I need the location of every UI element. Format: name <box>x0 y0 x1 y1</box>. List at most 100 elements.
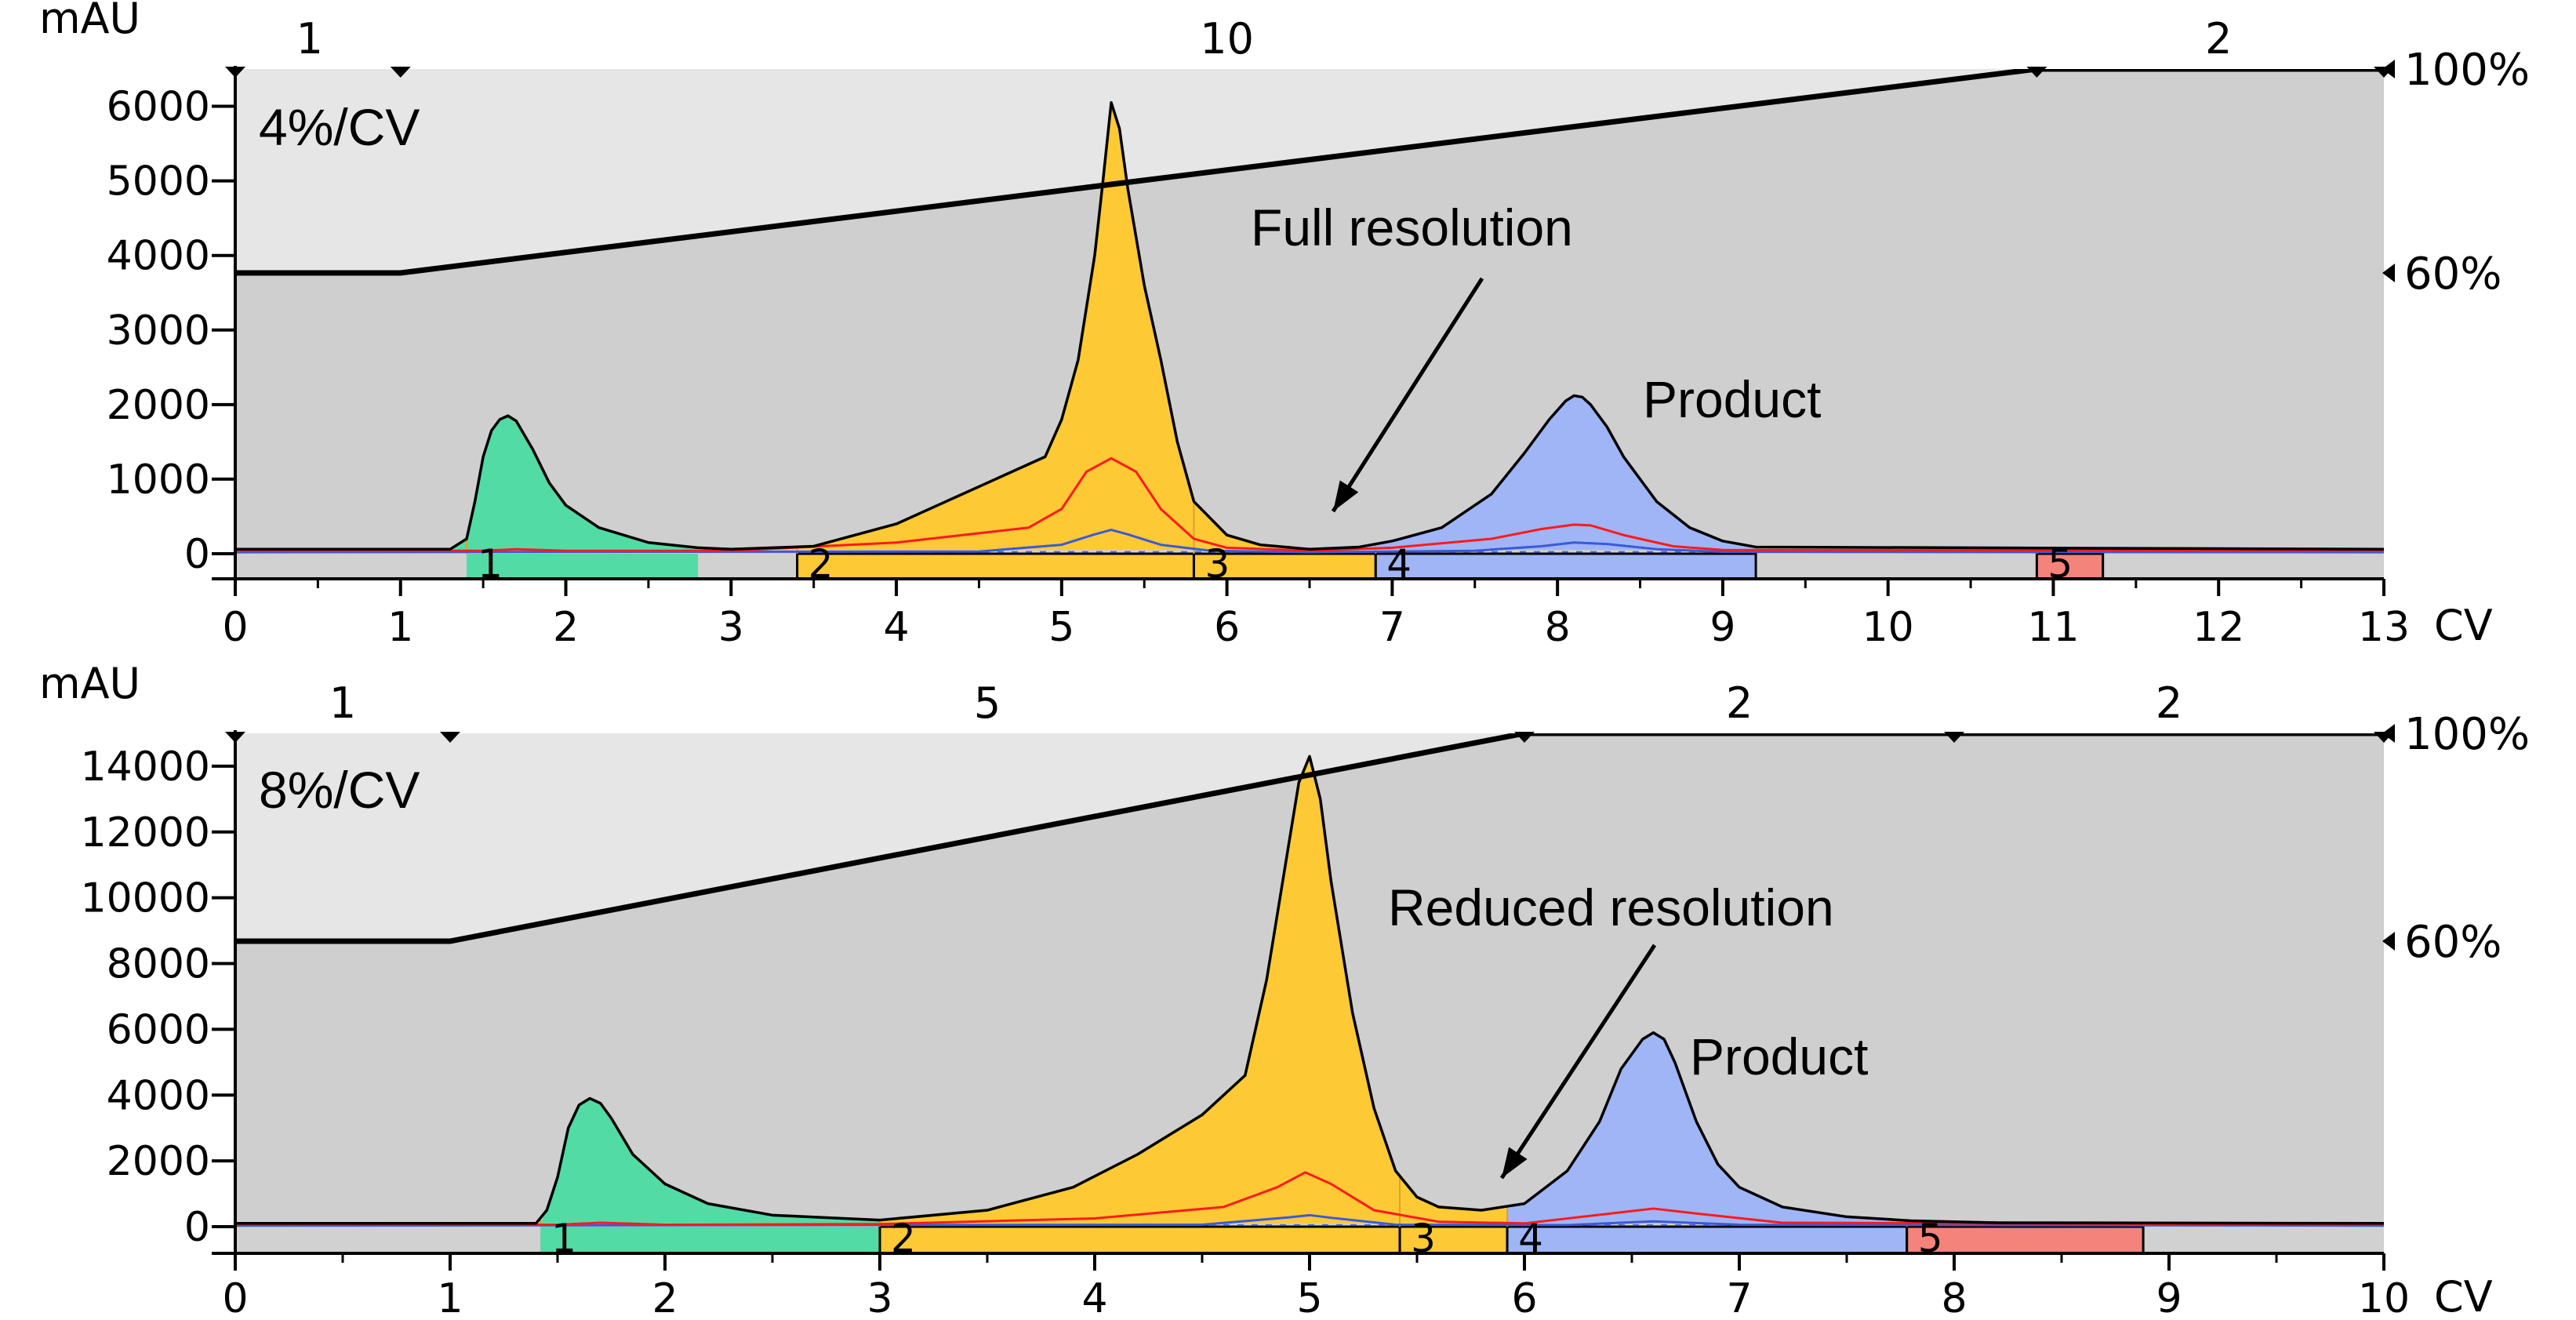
fraction-fill-1-area <box>450 416 699 551</box>
block-marker <box>390 67 411 78</box>
fraction-4 <box>1374 552 1757 579</box>
y-axis-label: mAU <box>39 0 140 43</box>
y-tick-label: 8000 <box>107 941 210 988</box>
x-tick-label: 2 <box>652 1275 678 1320</box>
y-tick-label: 6000 <box>107 1006 210 1053</box>
block-marker <box>1944 732 1964 743</box>
x-tick-label: 3 <box>867 1275 892 1320</box>
x-tick-label: 10 <box>1862 604 1914 651</box>
y-tick-label: 4000 <box>107 1072 210 1119</box>
y-tick-label: 6000 <box>107 84 210 131</box>
fraction-label-5: 5 <box>2047 541 2073 587</box>
fraction-3 <box>1398 1225 1509 1253</box>
uv-tertiary-line <box>235 1213 2384 1227</box>
x-tick-label: 8 <box>1941 1275 1967 1320</box>
product-peak-label: Product <box>1690 1027 1868 1085</box>
annotation-arrowhead <box>1333 480 1359 511</box>
uv-tertiary-line <box>235 529 2384 554</box>
uv-secondary-line <box>235 1171 2384 1226</box>
x-tick-label: 0 <box>222 604 248 651</box>
gradient-100-label: 100% <box>2404 709 2530 760</box>
gradient-60-label: 60% <box>2404 249 2502 300</box>
fraction-label-1: 1 <box>478 541 503 587</box>
y-tick-label: 10000 <box>81 875 210 922</box>
block-label: 2 <box>2205 14 2232 64</box>
x-tick-label: 4 <box>884 604 910 651</box>
y-tick-label: 1000 <box>107 456 210 504</box>
x-tick-label: 0 <box>222 1275 248 1320</box>
uv-main-line <box>235 755 2384 1225</box>
fraction-2 <box>878 1225 1401 1253</box>
y-tick-label: 0 <box>184 1204 210 1251</box>
gradient-100-marker <box>2382 724 2395 743</box>
y-tick-label: 0 <box>184 531 210 578</box>
x-tick-label: 5 <box>1048 604 1074 651</box>
x-tick-label: 8 <box>1545 604 1571 651</box>
y-tick-label: 2000 <box>107 1138 210 1185</box>
y-tick-label: 2000 <box>107 382 210 429</box>
fraction-fill-1-area <box>540 1098 880 1224</box>
x-tick-label: 1 <box>387 604 413 651</box>
x-tick-label: 12 <box>2193 604 2244 651</box>
fraction-label-3: 3 <box>1411 1216 1436 1261</box>
y-axis-label: mAU <box>39 659 140 708</box>
method-text: 8%/CV <box>259 761 420 819</box>
y-tick-label: 12000 <box>81 809 210 856</box>
resolution-annotation: Full resolution <box>1251 198 1573 256</box>
annotation-arrowhead <box>1502 1147 1528 1178</box>
x-tick-label: 9 <box>2156 1275 2182 1320</box>
y-tick-label: 5000 <box>107 158 210 205</box>
y-tick-label: 3000 <box>107 307 210 355</box>
fraction-label-1: 1 <box>551 1216 576 1261</box>
method-text: 4%/CV <box>259 98 420 156</box>
block-marker <box>1514 732 1535 743</box>
x-tick-label: 4 <box>1081 1275 1107 1320</box>
gradient-100-label: 100% <box>2404 45 2530 96</box>
block-label: 1 <box>296 14 323 64</box>
fraction-label-3: 3 <box>1204 541 1230 587</box>
annotation-arrow <box>1499 944 1657 1180</box>
annotation-arrow <box>1331 277 1484 513</box>
chromatogram-8pct: 1 2 3 4 5 0 2000 4000 6000 8000 10000 12000 14000 0 1… <box>39 659 2530 1320</box>
gradient-60-marker <box>2382 932 2395 951</box>
block-label: 5 <box>974 678 1001 728</box>
block-marker <box>440 732 460 743</box>
x-tick-label: 5 <box>1296 1275 1322 1320</box>
x-tick-label: 9 <box>1709 604 1735 651</box>
gradient-60-label: 60% <box>2404 917 2502 968</box>
fraction-5 <box>2035 552 2105 579</box>
gradient-line <box>235 69 2384 276</box>
x-tick-label: 13 <box>2358 604 2410 651</box>
fraction-fill-2-3-area <box>731 102 1360 551</box>
fraction-4 <box>1506 1225 1909 1253</box>
x-tick-label: 1 <box>437 1275 463 1320</box>
fraction-5 <box>1906 1225 2145 1253</box>
block-label: 10 <box>1200 14 1254 64</box>
x-tick-label: 2 <box>553 604 579 651</box>
product-peak-label: Product <box>1643 370 1821 428</box>
fraction-1 <box>540 1227 880 1253</box>
x-axis-unit: CV <box>2434 1272 2493 1320</box>
fraction-label-2: 2 <box>891 1216 916 1261</box>
block-label: 2 <box>2156 678 2182 728</box>
uv-secondary-line <box>235 456 2384 552</box>
x-tick-label: 7 <box>1726 1275 1752 1320</box>
gradient-region <box>235 69 2384 273</box>
gradient-100-marker <box>2382 60 2395 78</box>
x-tick-label: 11 <box>2027 604 2079 651</box>
fraction-label-4: 4 <box>1518 1216 1543 1261</box>
gradient-line <box>235 733 2384 944</box>
block-label: 1 <box>329 678 356 728</box>
x-tick-label: 6 <box>1214 604 1240 651</box>
fraction-label-5: 5 <box>1918 1216 1943 1261</box>
block-label: 2 <box>1726 678 1753 728</box>
fraction-fill-4-area <box>1359 395 1757 551</box>
fraction-2 <box>796 552 1195 579</box>
block-marker <box>225 67 245 78</box>
x-tick-label: 7 <box>1379 604 1405 651</box>
uv-main-line <box>235 101 2384 551</box>
fraction-label-2: 2 <box>808 541 834 587</box>
y-tick-label: 4000 <box>107 233 210 280</box>
fraction-label-4: 4 <box>1386 541 1412 587</box>
